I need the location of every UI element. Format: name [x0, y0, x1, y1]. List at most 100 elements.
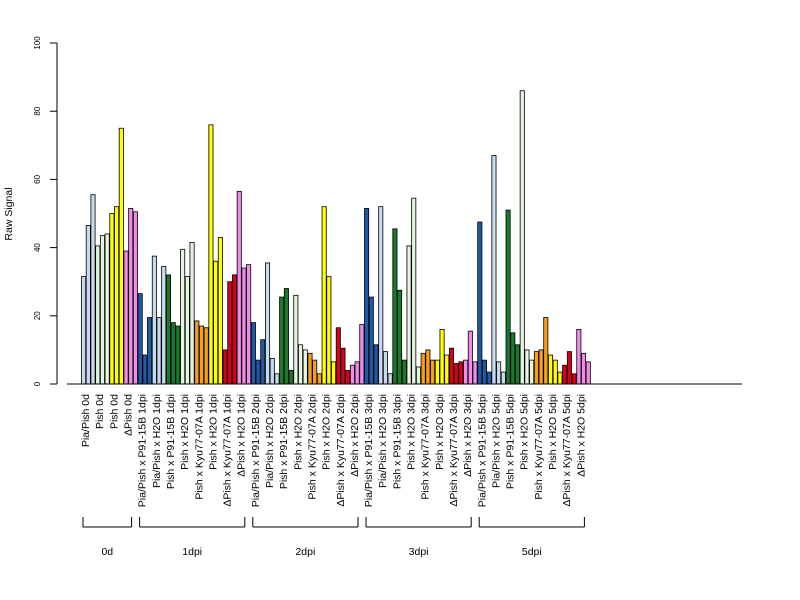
bar [227, 281, 233, 385]
bar [203, 327, 209, 385]
bar [288, 369, 294, 385]
bar [231, 274, 237, 385]
bar [345, 369, 351, 385]
bar [543, 317, 549, 385]
bar [411, 197, 417, 385]
bar [95, 245, 101, 385]
y-tick-label: 20 [33, 311, 42, 320]
bar [156, 317, 162, 385]
category-label: Pish x Kyu77-07A 3dpi [420, 394, 432, 500]
category-label: Pish x H2O 2dpi [321, 394, 333, 470]
group-bracket: 0d [82, 517, 133, 558]
category-label: Pia/Pish 0d [80, 394, 92, 447]
bar [533, 351, 539, 385]
category-labels: Pia/Pish 0d Pish 0d Pish 0d ΔPish 0d Pia/Pis… [80, 394, 587, 507]
bar [510, 332, 516, 385]
bar [406, 245, 412, 385]
y-axis: 0 20 40 60 80 100 [33, 36, 58, 386]
category-label: ΔPish x H2O 1dpi [236, 394, 248, 477]
bar [137, 293, 143, 385]
category-label: ΔPish x Kyu77-07A 2dpi [335, 394, 347, 507]
bar [222, 349, 228, 385]
category-label: ΔPish x Kyu77-07A 5dpi [561, 394, 573, 507]
bar [481, 359, 487, 385]
bar [415, 366, 421, 385]
category-label: Pish x Kyu77-07A 5dpi [533, 394, 545, 500]
bar [585, 361, 591, 385]
category-label: Pia/Pish x P91-15B 3dpi [363, 394, 375, 507]
bar [477, 221, 483, 385]
category-label: ΔPish x Kyu77-07A 3dpi [448, 394, 460, 507]
category-label: Pish x H2O 5dpi [519, 394, 531, 470]
bar [387, 373, 393, 385]
bar [279, 296, 285, 385]
bar [175, 325, 181, 385]
bar [430, 359, 436, 385]
bar [250, 322, 256, 385]
bar [184, 276, 190, 385]
bar [265, 262, 271, 385]
bar [326, 276, 332, 385]
bar [142, 354, 148, 385]
category-label: Pia/Pish x P91-15B 1dpi [137, 394, 149, 507]
bar [114, 206, 120, 385]
bar [373, 344, 379, 385]
y-tick-label: 0 [33, 381, 42, 386]
bar [496, 361, 502, 385]
bar [283, 288, 289, 385]
bar [132, 211, 138, 385]
bar [194, 320, 200, 385]
category-label: Pish x P91-15B 2dpi [278, 394, 290, 489]
bar [359, 323, 365, 385]
group-bracket: 3dpi [365, 517, 472, 558]
bar [420, 352, 426, 385]
category-label: Pish x P91-15B 3dpi [391, 394, 403, 489]
bar [180, 248, 186, 385]
bar [246, 264, 252, 385]
category-label: Pia/Pish x H2O 2dpi [264, 394, 276, 488]
bar [255, 359, 261, 385]
bar [505, 209, 511, 385]
category-label: ΔPish x Kyu77-07A 1dpi [222, 394, 234, 507]
bar [170, 322, 176, 385]
bar [335, 327, 341, 385]
bar [316, 373, 322, 385]
bar [99, 235, 105, 385]
bar [260, 339, 266, 385]
bar [293, 294, 299, 385]
bar [208, 124, 214, 385]
bar [378, 206, 384, 385]
category-label: Pish x H2O 3dpi [434, 394, 446, 470]
bar [458, 361, 464, 385]
category-label: Pia/Pish x P91-15B 5dpi [476, 394, 488, 507]
bar [444, 354, 450, 385]
bar [274, 373, 280, 385]
bar [467, 330, 473, 385]
bar [118, 127, 124, 385]
group-label: 5dpi [522, 546, 542, 558]
bar [463, 359, 469, 385]
bar [519, 90, 525, 385]
bar [217, 236, 223, 385]
category-label: Pish x P91-15B 5dpi [505, 394, 517, 489]
bar [213, 260, 219, 385]
category-label: ΔPish x H2O 5dpi [575, 394, 587, 477]
bar [524, 349, 530, 385]
category-label: Pia/Pish x P91-15B 2dpi [250, 394, 262, 507]
category-label: Pish x P91-15B 1dpi [165, 394, 177, 489]
bar [340, 347, 346, 385]
category-label: Pish 0d [94, 394, 106, 429]
bar [538, 349, 544, 385]
bar [81, 276, 87, 385]
bar [566, 351, 572, 385]
bar [331, 361, 337, 385]
group-label: 0d [101, 546, 113, 558]
bar [307, 352, 313, 385]
group-label: 2dpi [295, 546, 315, 558]
bar [128, 207, 134, 385]
group-label: 3dpi [409, 546, 429, 558]
bar [165, 274, 171, 385]
bar [312, 359, 318, 385]
bar [354, 361, 360, 385]
